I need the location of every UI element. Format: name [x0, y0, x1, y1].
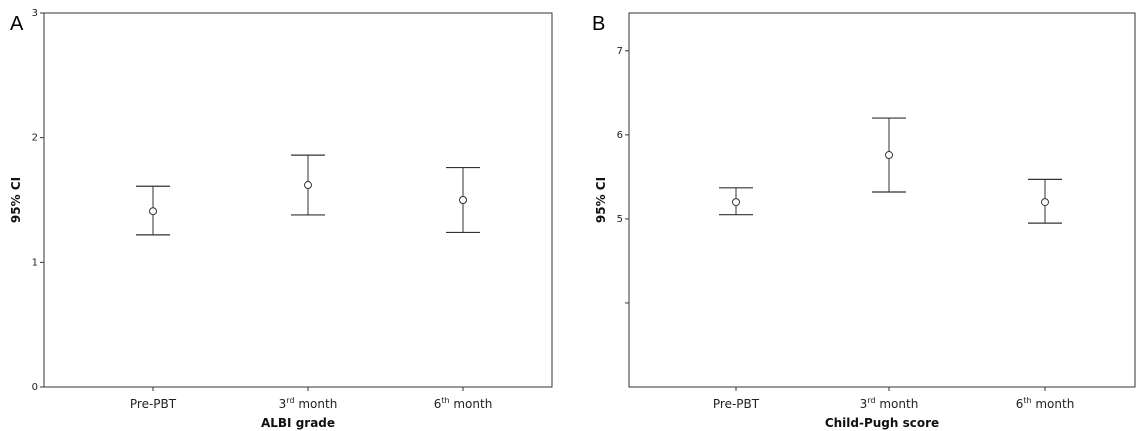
- panel-letter: B: [592, 13, 605, 35]
- x-category-label: 6th month: [1016, 396, 1075, 411]
- y-tick-label: 3: [32, 8, 38, 19]
- mean-point: [732, 198, 740, 207]
- y-tick-label: 0: [32, 382, 38, 393]
- y-axis-title: 95% CI: [594, 177, 608, 223]
- x-category-label: 3rd month: [860, 396, 919, 411]
- plot-frame: [628, 12, 1136, 388]
- y-tick-label: 5: [617, 214, 623, 225]
- y-tick-label: 6: [617, 130, 623, 141]
- mean-point: [459, 196, 467, 204]
- x-category-label: Pre-PBT: [130, 397, 177, 411]
- mean-point: [885, 151, 893, 160]
- x-axis-title: Child-Pugh score: [825, 416, 939, 430]
- y-axis-title: 95% CI: [9, 177, 23, 223]
- plot-frame: [43, 12, 553, 388]
- x-category-label: Pre-PBT: [713, 397, 760, 411]
- x-category-label: 6th month: [434, 396, 493, 411]
- y-tick-label: 2: [32, 133, 38, 144]
- y-tick-label: 1: [32, 257, 38, 268]
- y-tick-label: 7: [617, 46, 623, 57]
- panel-a: A 0 1 2 3 95% CI Pre-PBT 3rd month 6th month ALBI…: [9, 8, 553, 430]
- mean-point: [149, 207, 157, 216]
- mean-point: [304, 181, 312, 190]
- mean-point: [1041, 198, 1049, 207]
- x-category-label: 3rd month: [279, 396, 338, 411]
- panel-letter: A: [10, 13, 24, 35]
- x-axis-title: ALBI grade: [261, 416, 335, 430]
- panel-b: B 5 6 7 95% CI Pre-PBT 3rd month 6th month Child…: [592, 12, 1136, 430]
